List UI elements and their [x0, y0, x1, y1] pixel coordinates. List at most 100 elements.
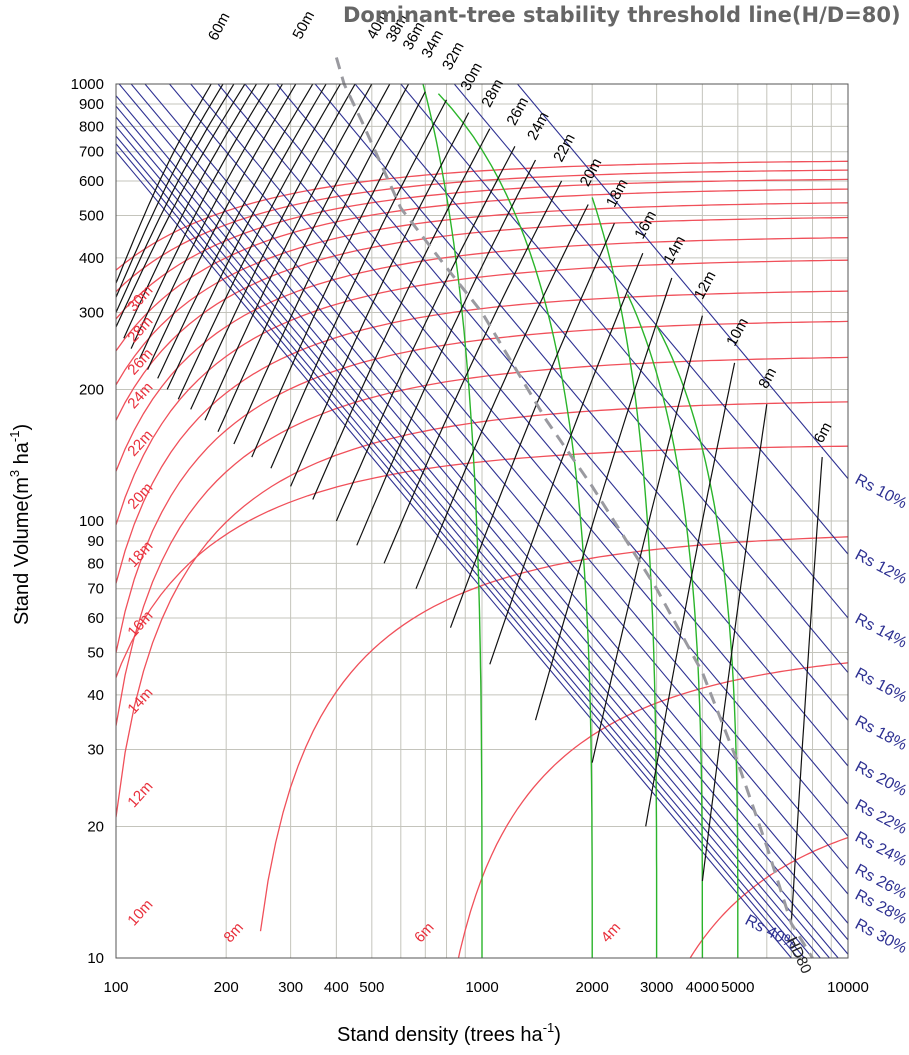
self-thinning-curve [655, 325, 739, 958]
dominant-height-label: 16m [631, 208, 660, 242]
rs-line [244, 84, 848, 805]
mean-height-label: 24m [124, 379, 156, 412]
x-tick-label: 2000 [575, 979, 608, 996]
rs-label: Rs 18% [852, 713, 909, 754]
dominant-height-lines [116, 84, 823, 924]
x-tick-label: 400 [324, 979, 349, 996]
dominant-height-line [139, 84, 284, 360]
y-tick-label: 800 [79, 118, 104, 135]
mean-height-label: 30m [124, 282, 156, 315]
x-tick-label: 100 [103, 979, 128, 996]
y-tick-label: 700 [79, 144, 104, 161]
rs-line [314, 84, 848, 721]
y-tick-label: 600 [79, 173, 104, 190]
dominant-height-label: 28m [478, 76, 507, 110]
y-tick-label: 10 [87, 950, 104, 967]
dominant-height-line [449, 223, 615, 628]
mean-height-curve [116, 216, 848, 421]
y-tick-label: 20 [87, 818, 104, 835]
dominant-height-line [123, 84, 258, 339]
dominant-height-label: 12m [691, 268, 720, 302]
dominant-height-line [177, 84, 341, 400]
dominant-height-line [251, 91, 426, 458]
rs-label: Rs 16% [852, 665, 909, 706]
dominant-height-line [130, 84, 270, 349]
dominant-height-label: 6m [811, 420, 836, 446]
rs-line [116, 135, 805, 958]
x-tick-label: 5000 [721, 979, 754, 996]
mean-height-label: 12m [124, 778, 156, 811]
x-tick-label: 500 [359, 979, 384, 996]
y-axis-title: Stand Volume(m3 ha-1) [7, 424, 33, 625]
mean-height-curve [116, 160, 848, 271]
rs-line [276, 84, 848, 767]
dominant-height-line [383, 180, 563, 564]
y-tick-label: 60 [87, 610, 104, 627]
x-tick-label: 300 [278, 979, 303, 996]
rs-line [116, 143, 799, 958]
mean-height-label: 14m [124, 685, 156, 718]
mean-height-label: 26m [124, 345, 156, 378]
dominant-height-line [790, 457, 823, 924]
dominant-height-line [335, 146, 516, 522]
mean-height-label: 10m [124, 896, 156, 929]
mean-height-label: 28m [124, 313, 156, 346]
self-thinning-curve [591, 197, 658, 958]
rs-line [116, 116, 821, 958]
dominant-height-line [217, 84, 391, 433]
x-axis-title: Stand density (trees ha-1) [337, 1020, 561, 1046]
rs-line [516, 84, 848, 480]
rs-line [168, 84, 848, 895]
mean-height-curve [116, 445, 848, 680]
dominant-height-line [312, 128, 491, 500]
dominant-height-label: 26m [503, 94, 532, 128]
mean-height-curve [259, 536, 848, 932]
x-tick-label: 4000 [686, 979, 719, 996]
y-tick-label: 300 [79, 304, 104, 321]
stability-threshold [334, 57, 814, 959]
self-thinning-curve [422, 84, 483, 958]
self-thinning-curve [437, 93, 593, 958]
x-tick-label: 1000 [465, 979, 498, 996]
y-tick-label: 400 [79, 250, 104, 267]
rs-label: Rs 20% [852, 759, 909, 800]
x-tick-label: 10000 [827, 979, 869, 996]
dominant-height-line [190, 84, 356, 410]
y-tick-label: 900 [79, 96, 104, 113]
dominant-height-line [489, 252, 644, 665]
mean-height-label: 18m [124, 538, 156, 571]
rs-line [130, 84, 848, 941]
dominant-height-line [116, 84, 246, 328]
mean-height-curve [116, 290, 848, 584]
dominant-height-line [591, 315, 703, 763]
dominant-height-line [116, 84, 235, 313]
mean-height-curve [116, 356, 848, 726]
y-tick-label: 200 [79, 381, 104, 398]
mean-height-label: 8m [220, 919, 247, 946]
dominant-height-label: 8m [755, 365, 780, 391]
dominant-height-label: 10m [723, 315, 752, 349]
rs-line [400, 84, 848, 619]
mean-height-label: 16m [124, 608, 156, 641]
threshold-dashed-line [334, 57, 814, 959]
dominant-height-label: 32m [439, 39, 468, 73]
y-tick-label: 100 [79, 513, 104, 530]
mean-height-label: 22m [124, 427, 156, 460]
mean-height-curve [116, 178, 848, 320]
dominant-height-line [290, 112, 470, 487]
dominant-height-line [204, 84, 373, 421]
mean-height-curve [116, 237, 848, 472]
rs-label: Rs 12% [852, 547, 909, 588]
dominant-height-line [166, 84, 327, 390]
y-tick-label: 30 [87, 741, 104, 758]
self-thinning-curve [626, 294, 704, 958]
dominant-height-label: 22m [550, 131, 579, 165]
dominant-height-line [157, 84, 314, 379]
rs-line [217, 84, 848, 837]
y-tick-label: 90 [87, 533, 104, 550]
dominant-height-label: 60m [205, 10, 234, 44]
y-tick-label: 70 [87, 581, 104, 598]
dominant-height-line [534, 277, 673, 721]
chart-title: Dominant-tree stability threshold line(H… [343, 3, 901, 27]
rs-line [118, 84, 848, 955]
